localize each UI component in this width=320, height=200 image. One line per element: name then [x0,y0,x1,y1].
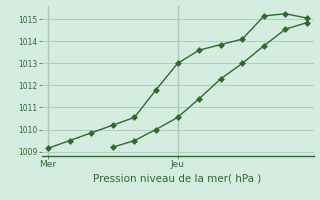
X-axis label: Pression niveau de la mer( hPa ): Pression niveau de la mer( hPa ) [93,173,262,183]
